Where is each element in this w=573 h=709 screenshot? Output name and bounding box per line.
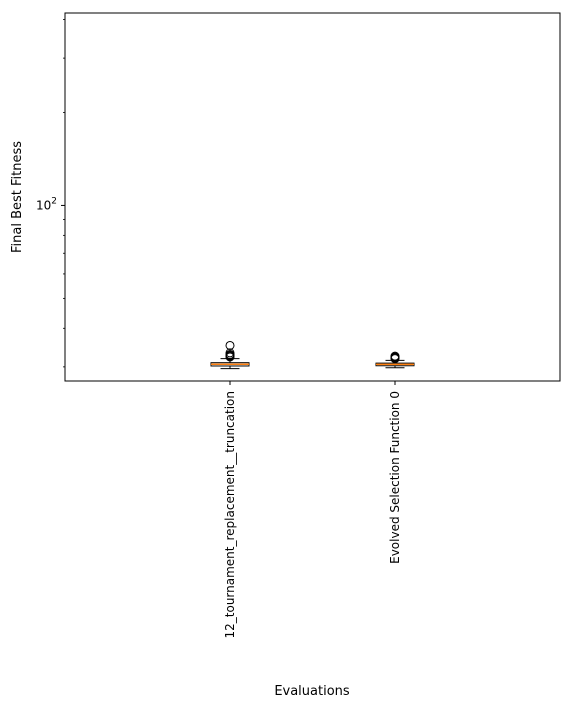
x-axis-label: Evaluations [274,684,350,699]
plot-area [64,12,561,382]
x-tick-label: Evolved Selection Function 0 [388,391,402,564]
box-group [375,351,415,369]
flier-point [225,340,235,350]
y-axis-ticks: 102 [36,19,65,368]
flier-point [225,348,235,358]
box-group [210,340,250,370]
x-tick-label: 12_tournament_replacement__truncation [223,391,237,639]
y-axis-label: Final Best Fitness [10,141,25,253]
flier-point [390,351,400,361]
x-axis-ticks: 12_tournament_replacement__truncation Evo… [223,381,402,639]
boxes-layer [210,340,415,370]
y-tick-label: 102 [36,196,57,212]
